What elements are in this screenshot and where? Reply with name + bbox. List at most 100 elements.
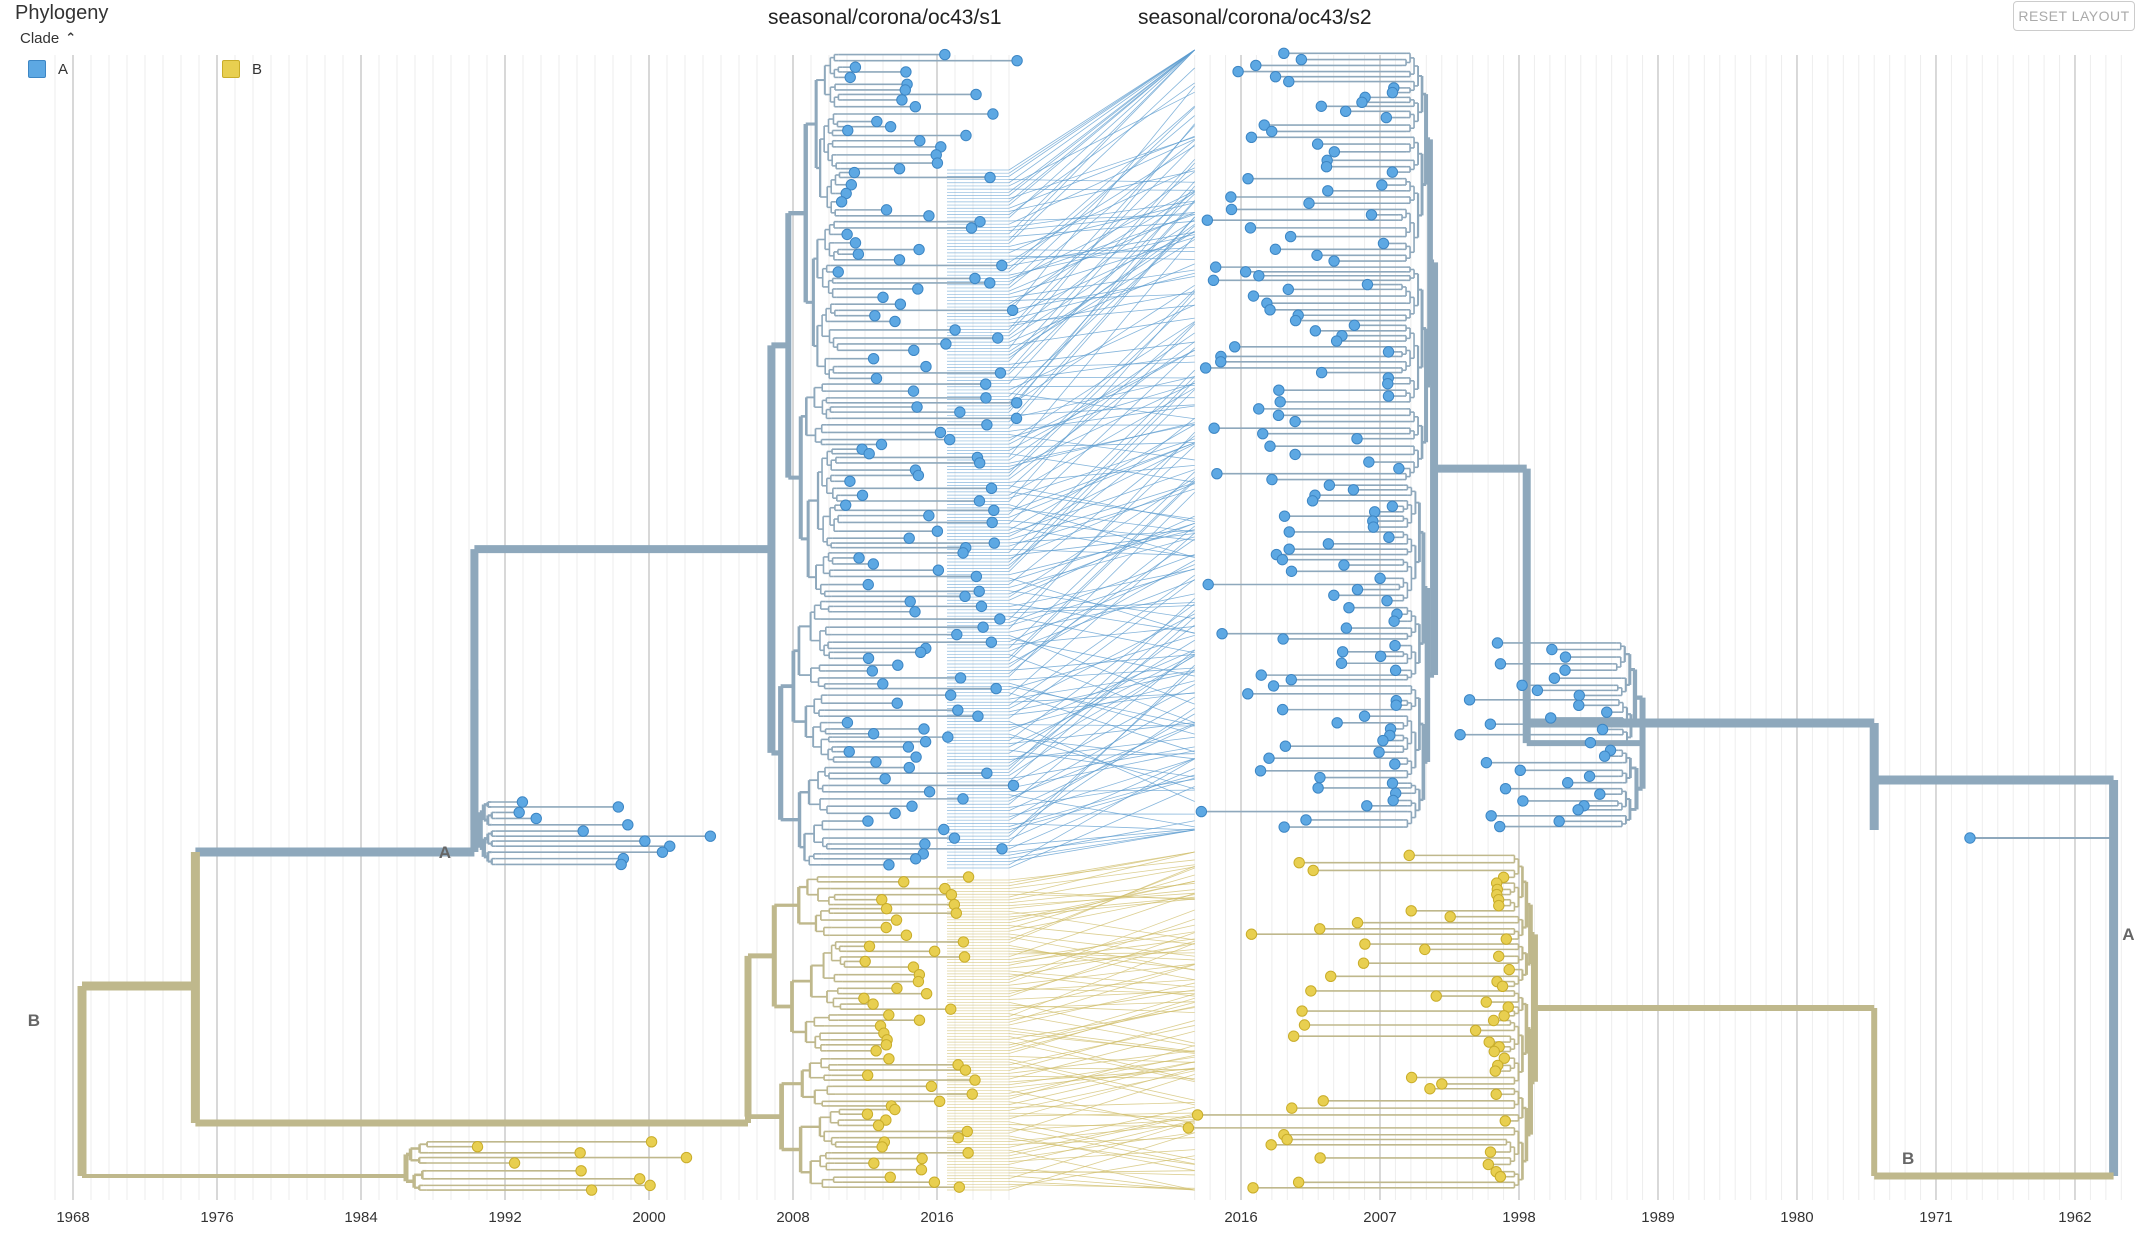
left-A-tip <box>843 746 855 758</box>
connection-line-A <box>1008 707 1195 834</box>
left-B-subtree <box>744 876 975 1188</box>
right-A-tip <box>1306 495 1319 507</box>
connection-line-B <box>1008 1075 1195 1079</box>
reset-layout-button[interactable]: RESET LAYOUT <box>2013 1 2135 31</box>
connection-line-A <box>1008 828 1195 847</box>
right-A-tip <box>1380 111 1393 124</box>
right-A-tip <box>1598 750 1611 762</box>
connection-line-A <box>1008 477 1195 598</box>
legend-item-a[interactable]: A <box>28 58 68 80</box>
legend-toggle[interactable]: Clade ⌃ <box>20 30 76 47</box>
connection-line-B <box>1008 1155 1195 1188</box>
right-B-tip <box>1191 1109 1204 1121</box>
connection-line-A <box>1008 144 1195 333</box>
connection-line-A <box>1008 604 1195 614</box>
connection-line-B <box>1008 1033 1195 1053</box>
left-A-tip <box>656 846 669 858</box>
connection-line-A <box>1008 639 1195 754</box>
left-A-tip <box>842 124 854 137</box>
connection-line-A <box>1008 483 1195 560</box>
left-B-tip <box>969 1074 981 1086</box>
connection-line-A <box>1008 507 1195 533</box>
right-B-tip <box>1317 1095 1329 1107</box>
left-B-tip <box>900 929 913 941</box>
left-A-tip <box>615 858 627 871</box>
connection-line-A <box>1008 829 1195 853</box>
connection-line-A <box>1008 684 1195 786</box>
connection-line-B <box>1008 989 1195 1020</box>
right-A-tip <box>1382 378 1394 390</box>
right-A-tip <box>1340 622 1353 634</box>
connection-line-A <box>1008 361 1195 369</box>
connection-line-A <box>1008 820 1195 856</box>
tip-layer <box>471 47 1976 1196</box>
connection-line-B <box>1008 979 1195 992</box>
connection-line-A <box>1008 649 1195 805</box>
right-B-tip <box>1325 970 1337 983</box>
left-B-tip <box>876 1141 888 1153</box>
connection-line-A <box>1008 579 1195 719</box>
left-A-tip <box>908 344 920 357</box>
right-A-tip <box>1386 500 1399 512</box>
left-A-tip <box>900 66 912 78</box>
left-B-tip <box>958 951 971 963</box>
right-A-tip <box>1250 59 1262 72</box>
right-A-tip <box>1289 448 1301 461</box>
connection-line-A <box>1008 522 1195 582</box>
connection-line-A <box>1008 654 1195 723</box>
right-A-tip <box>1274 396 1286 408</box>
connection-line-A <box>1008 297 1195 477</box>
connection-line-A <box>1008 263 1195 343</box>
connection-line-B <box>1008 867 1195 941</box>
right-A-tip <box>1514 764 1526 776</box>
connection-line-A <box>1008 275 1195 311</box>
left-B-tip <box>585 1184 598 1196</box>
connection-line-A <box>1008 167 1195 254</box>
connection-line-B <box>1008 1113 1195 1154</box>
connection-line-A <box>1008 435 1195 585</box>
left-A-tip <box>902 741 915 753</box>
right-B-tip <box>1493 950 1505 962</box>
right-B-tip <box>1281 1133 1293 1146</box>
legend-item-b[interactable]: B <box>222 58 262 80</box>
right-A-tip <box>1356 96 1368 109</box>
connection-line-B <box>1008 1001 1195 1044</box>
branch-label: A <box>439 843 451 862</box>
left-A-tip <box>940 338 952 350</box>
right-B-tip <box>1424 1083 1436 1095</box>
right-A-tip <box>1315 366 1328 379</box>
right-B-tip <box>1500 933 1513 945</box>
right-A-tip <box>1343 601 1355 614</box>
left-A-tip <box>981 767 993 779</box>
right-A-tip <box>1351 433 1363 445</box>
left-A-tip <box>984 277 996 289</box>
right-A-tip <box>1303 197 1315 209</box>
right-B-tip <box>1499 1115 1511 1127</box>
right-B-tip <box>1287 1030 1300 1042</box>
right-A-tip <box>1208 422 1220 434</box>
connection-line-A <box>1008 291 1195 327</box>
left-A-tip <box>919 736 932 748</box>
left-B-tip <box>645 1136 658 1148</box>
connection-line-B <box>1008 851 1195 884</box>
connection-line-A <box>1008 385 1195 388</box>
connection-line-B <box>1008 851 1195 887</box>
right-B-tip <box>1305 985 1317 997</box>
left-A-tip <box>880 204 893 216</box>
connection-line-A <box>1008 750 1195 789</box>
connection-line-A <box>1008 397 1195 400</box>
connection-line-A <box>1008 669 1195 837</box>
left-A-tip <box>923 786 936 798</box>
left-A-tip <box>849 237 862 249</box>
right-B-tip <box>1430 990 1442 1002</box>
left-B-tip <box>925 1080 938 1093</box>
connection-line-B <box>1008 896 1195 915</box>
left-A-tip <box>960 129 972 142</box>
left-B-tip <box>863 940 876 952</box>
connection-line-A <box>1008 246 1195 260</box>
connection-line-A <box>1008 786 1195 869</box>
x-tick-label: 1962 <box>2058 1209 2091 1226</box>
right-A-tip <box>1215 356 1227 368</box>
right-A-tip <box>1255 669 1267 681</box>
left-B-tip <box>872 1119 885 1132</box>
